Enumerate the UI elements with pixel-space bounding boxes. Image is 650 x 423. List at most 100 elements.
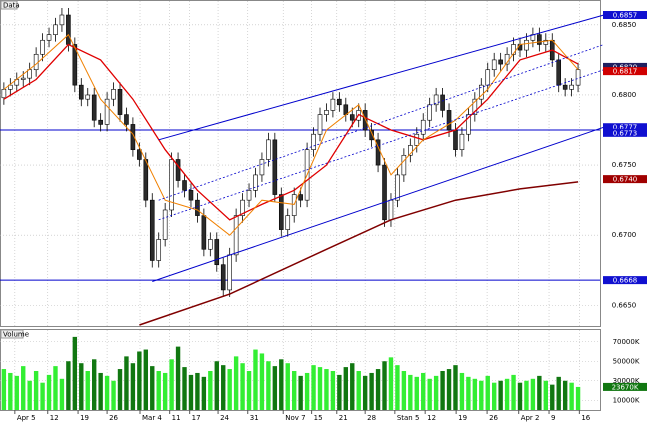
volume-bar: [459, 372, 465, 410]
candle-body: [524, 39, 529, 51]
candle-body: [478, 84, 484, 100]
candle-body: [20, 77, 26, 80]
volume-bar: [453, 365, 458, 410]
volume-bar: [408, 374, 413, 410]
volume-bar: [27, 380, 32, 410]
volume-bar: [233, 356, 239, 410]
x-tick-label: 15: [314, 414, 323, 422]
candle-body: [33, 53, 39, 71]
volume-bar: [472, 378, 478, 410]
candle-body: [343, 104, 349, 115]
y-tick-label: 0.6700: [612, 231, 637, 239]
volume-bar: [491, 382, 497, 410]
volume-bar: [440, 371, 445, 410]
x-tick-label: 31: [250, 414, 259, 422]
x-tick-label: 28: [367, 414, 376, 422]
volume-bar: [266, 361, 271, 410]
candle-body: [466, 114, 471, 135]
candle-body: [453, 129, 458, 150]
volume-bar: [388, 357, 394, 410]
candle-body: [298, 194, 303, 201]
volume-bar: [14, 375, 19, 410]
price-label: 0.6773: [613, 129, 638, 137]
volume-tick-label: 70000K: [613, 338, 640, 346]
candle-body: [149, 199, 155, 261]
volume-bar: [66, 361, 71, 410]
volume-bar: [246, 371, 252, 410]
volume-bar: [291, 371, 297, 410]
candle-body: [27, 69, 32, 79]
volume-bar: [8, 372, 13, 410]
volume-bar: [395, 365, 400, 410]
volume-title: Volume: [3, 331, 29, 339]
price-label: 0.6777: [613, 124, 638, 132]
candle-body: [285, 215, 291, 230]
x-tick-label: 16: [581, 414, 590, 422]
candle-body: [420, 119, 426, 135]
volume-bar: [130, 363, 136, 410]
volume-bar: [362, 375, 368, 410]
volume-bar: [201, 376, 207, 410]
candle-body: [1, 89, 7, 99]
volume-bar: [279, 359, 284, 410]
volume-bar: [188, 374, 194, 410]
candle-body: [278, 194, 284, 230]
candle-body: [375, 139, 381, 166]
candle-body: [156, 239, 162, 261]
price-label: 0.6817: [613, 68, 638, 76]
price-label-box: [603, 67, 647, 76]
volume-bar: [79, 363, 84, 410]
candle-body: [427, 104, 432, 121]
volume-bar: [285, 363, 290, 410]
x-tick-label: 12: [50, 414, 59, 422]
panel-label: Data: [3, 2, 20, 10]
volume-bar: [382, 361, 387, 410]
candle-body: [395, 174, 400, 201]
candle-body: [337, 98, 342, 106]
volume-bar: [556, 376, 561, 410]
x-tick-label: 19: [80, 414, 89, 422]
candle-body: [130, 124, 136, 150]
candle-body: [498, 59, 503, 65]
volume-bar: [356, 371, 361, 410]
volume-bar: [143, 349, 149, 410]
price-panel: [0, 0, 601, 327]
volume-bar: [543, 380, 549, 410]
candle-body: [195, 199, 200, 216]
price-label-box: [603, 276, 647, 285]
candle-body: [117, 89, 123, 115]
candle-body: [317, 114, 323, 135]
candle-body: [388, 199, 394, 221]
y-tick-label: 0.6800: [612, 91, 637, 99]
candle-body: [311, 133, 316, 150]
price-label-box: [603, 123, 647, 132]
x-tick-label: 21: [339, 414, 348, 422]
candle-body: [433, 94, 439, 106]
candle-body: [408, 145, 413, 156]
candle-body: [272, 139, 278, 195]
volume-bar: [298, 375, 303, 410]
x-tick-label: Stan 5: [397, 414, 420, 422]
candle-body: [491, 59, 497, 71]
volume-bar: [221, 365, 226, 410]
x-tick-label: Apr 2: [521, 414, 540, 422]
overlay-line: [152, 126, 605, 282]
candle-body: [459, 133, 465, 150]
candle-body: [91, 94, 97, 121]
volume-bar: [324, 369, 329, 410]
overlay-line: [3, 43, 579, 221]
overlay-line: [3, 33, 579, 236]
price-label-box: [603, 175, 647, 184]
candle-body: [401, 154, 407, 176]
candle-body: [175, 159, 181, 181]
volume-bar: [104, 375, 110, 410]
overlay-line: [158, 14, 605, 141]
y-tick-label: 0.6850: [612, 21, 637, 29]
x-tick-label: Apr 5: [17, 414, 36, 422]
volume-bar: [375, 369, 381, 410]
candle-body: [253, 174, 258, 191]
price-label-box: [603, 11, 647, 20]
volume-bar: [150, 366, 155, 410]
volume-bar: [53, 366, 58, 410]
